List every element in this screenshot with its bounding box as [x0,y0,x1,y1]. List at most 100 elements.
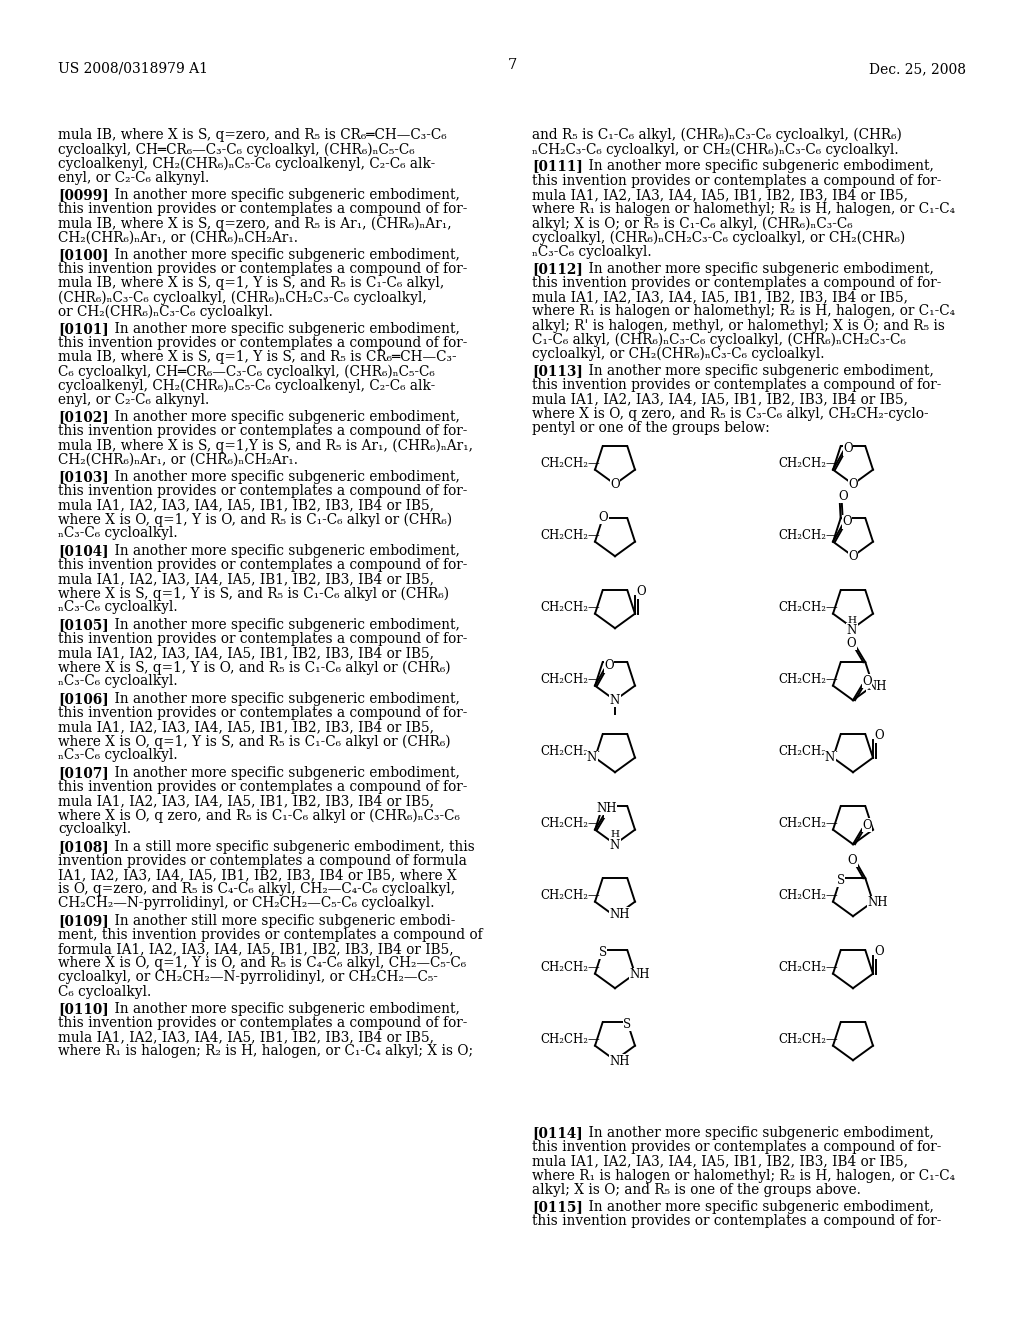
Text: this invention provides or contemplates a compound of for-: this invention provides or contemplates … [58,632,467,645]
Text: cycloalkyl, or CH₂CH₂—N-pyrrolidinyl, or CH₂CH₂—C₅-: cycloalkyl, or CH₂CH₂—N-pyrrolidinyl, or… [58,970,438,985]
Text: CH₂CH₂—: CH₂CH₂— [540,601,600,614]
Text: O: O [839,490,849,503]
Text: CH₂CH₂—: CH₂CH₂— [540,529,600,541]
Text: or CH₂(CHR₆)ₙC₃-C₆ cycloalkyl.: or CH₂(CHR₆)ₙC₃-C₆ cycloalkyl. [58,305,272,319]
Text: In another more specific subgeneric embodiment,: In another more specific subgeneric embo… [571,261,934,276]
Text: mula IB, where X is S, q=1, Y is S, and R₅ is CR₆═CH—C₃-: mula IB, where X is S, q=1, Y is S, and … [58,350,457,364]
Text: mula IA1, IA2, IA3, IA4, IA5, IB1, IB2, IB3, IB4 or IB5,: mula IA1, IA2, IA3, IA4, IA5, IB1, IB2, … [532,290,908,304]
Text: where R₁ is halogen or halomethyl; R₂ is H, halogen, or C₁-C₄: where R₁ is halogen or halomethyl; R₂ is… [532,202,955,216]
Text: where X is O, q zero, and R₅ is C₃-C₆ alkyl, CH₂CH₂-cyclo-: where X is O, q zero, and R₅ is C₃-C₆ al… [532,407,929,421]
Text: CH₂CH₂—: CH₂CH₂— [540,1032,600,1045]
Text: this invention provides or contemplates a compound of for-: this invention provides or contemplates … [58,424,467,438]
Text: formula IA1, IA2, IA3, IA4, IA5, IB1, IB2, IB3, IB4 or IB5,: formula IA1, IA2, IA3, IA4, IA5, IB1, IB… [58,942,454,956]
Text: CH₂CH₂—: CH₂CH₂— [778,601,838,614]
Text: CH₂CH₂—: CH₂CH₂— [540,744,600,758]
Text: ₙC₃-C₆ cycloalkyl.: ₙC₃-C₆ cycloalkyl. [532,244,651,259]
Text: mula IA1, IA2, IA3, IA4, IA5, IB1, IB2, IB3, IB4 or IB5,: mula IA1, IA2, IA3, IA4, IA5, IB1, IB2, … [532,187,908,202]
Text: CH₂CH₂—: CH₂CH₂— [778,529,838,541]
Text: alkyl; R' is halogen, methyl, or halomethyl; X is O; and R₅ is: alkyl; R' is halogen, methyl, or halomet… [532,318,945,333]
Text: ₙC₃-C₆ cycloalkyl.: ₙC₃-C₆ cycloalkyl. [58,527,177,540]
Text: and R₅ is C₁-C₆ alkyl, (CHR₆)ₙC₃-C₆ cycloalkyl, (CHR₆): and R₅ is C₁-C₆ alkyl, (CHR₆)ₙC₃-C₆ cycl… [532,128,902,143]
Text: invention provides or contemplates a compound of formula: invention provides or contemplates a com… [58,854,467,867]
Text: [0114]: [0114] [532,1126,583,1140]
Text: pentyl or one of the groups below:: pentyl or one of the groups below: [532,421,770,436]
Text: In another more specific subgeneric embodiment,: In another more specific subgeneric embo… [571,1200,934,1214]
Text: O: O [636,585,646,598]
Text: cycloalkyl, or CH₂(CHR₆)ₙC₃-C₆ cycloalkyl.: cycloalkyl, or CH₂(CHR₆)ₙC₃-C₆ cycloalky… [532,347,824,362]
Text: [0103]: [0103] [58,470,109,483]
Text: this invention provides or contemplates a compound of for-: this invention provides or contemplates … [58,261,467,276]
Text: this invention provides or contemplates a compound of for-: this invention provides or contemplates … [532,174,941,187]
Text: [0101]: [0101] [58,322,109,335]
Text: NH: NH [866,680,887,693]
Text: NH: NH [630,968,650,981]
Text: CH₂CH₂—: CH₂CH₂— [540,888,600,902]
Text: [0100]: [0100] [58,248,109,261]
Text: O: O [847,636,856,649]
Text: S: S [599,945,606,958]
Text: [0105]: [0105] [58,618,109,631]
Text: where X is O, q zero, and R₅ is C₁-C₆ alkyl or (CHR₆)ₙC₃-C₆: where X is O, q zero, and R₅ is C₁-C₆ al… [58,808,460,822]
Text: mula IA1, IA2, IA3, IA4, IA5, IB1, IB2, IB3, IB4 or IB5,: mula IA1, IA2, IA3, IA4, IA5, IB1, IB2, … [58,645,434,660]
Text: where X is S, q=1, Y is S, and R₅ is C₁-C₆ alkyl or (CHR₆): where X is S, q=1, Y is S, and R₅ is C₁-… [58,586,450,601]
Text: O: O [848,854,857,867]
Text: CH₂CH₂—: CH₂CH₂— [540,817,600,830]
Text: [0099]: [0099] [58,187,109,202]
Text: O: O [599,511,608,524]
Text: NH: NH [609,1055,630,1068]
Text: O: O [848,549,858,562]
Text: CH₂CH₂—: CH₂CH₂— [778,888,838,902]
Text: In a still more specific subgeneric embodiment, this: In a still more specific subgeneric embo… [97,840,475,854]
Text: In another more specific subgeneric embodiment,: In another more specific subgeneric embo… [97,248,460,261]
Text: mula IA1, IA2, IA3, IA4, IA5, IB1, IB2, IB3, IB4 or IB5,: mula IA1, IA2, IA3, IA4, IA5, IB1, IB2, … [58,719,434,734]
Text: cycloalkenyl, CH₂(CHR₆)ₙC₅-C₆ cycloalkenyl, C₂-C₆ alk-: cycloalkenyl, CH₂(CHR₆)ₙC₅-C₆ cycloalken… [58,379,435,393]
Text: In another still more specific subgeneric embodi-: In another still more specific subgeneri… [97,913,456,928]
Text: CH₂(CHR₆)ₙAr₁, or (CHR₆)ₙCH₂Ar₁.: CH₂(CHR₆)ₙAr₁, or (CHR₆)ₙCH₂Ar₁. [58,231,298,244]
Text: In another more specific subgeneric embodiment,: In another more specific subgeneric embo… [97,618,460,631]
Text: In another more specific subgeneric embodiment,: In another more specific subgeneric embo… [571,364,934,379]
Text: [0106]: [0106] [58,692,109,706]
Text: where X is O, q=1, Y is O, and R₅ is C₁-C₆ alkyl or (CHR₆): where X is O, q=1, Y is O, and R₅ is C₁-… [58,512,453,527]
Text: In another more specific subgeneric embodiment,: In another more specific subgeneric embo… [97,1002,460,1016]
Text: 7: 7 [507,58,517,73]
Text: N: N [825,751,836,764]
Text: where X is O, q=1, Y is O, and R₅ is C₄-C₆ alkyl, CH₂—C₅-C₆: where X is O, q=1, Y is O, and R₅ is C₄-… [58,956,466,970]
Text: mula IB, where X is S, q=1,Y is S, and R₅ is Ar₁, (CHR₆)ₙAr₁,: mula IB, where X is S, q=1,Y is S, and R… [58,438,473,453]
Text: S: S [837,874,845,887]
Text: CH₂CH₂—: CH₂CH₂— [778,457,838,470]
Text: In another more specific subgeneric embodiment,: In another more specific subgeneric embo… [97,187,460,202]
Text: In another more specific subgeneric embodiment,: In another more specific subgeneric embo… [97,692,460,706]
Text: H: H [848,615,856,624]
Text: In another more specific subgeneric embodiment,: In another more specific subgeneric embo… [97,544,460,557]
Text: [0102]: [0102] [58,409,109,424]
Text: where X is S, q=1, Y is O, and R₅ is C₁-C₆ alkyl or (CHR₆): where X is S, q=1, Y is O, and R₅ is C₁-… [58,660,451,675]
Text: this invention provides or contemplates a compound of for-: this invention provides or contemplates … [532,276,941,290]
Text: O: O [862,818,871,832]
Text: O: O [610,478,620,491]
Text: mula IB, where X is S, q=zero, and R₅ is Ar₁, (CHR₆)ₙAr₁,: mula IB, where X is S, q=zero, and R₅ is… [58,216,452,231]
Text: CH₂CH₂—: CH₂CH₂— [540,961,600,974]
Text: this invention provides or contemplates a compound of for-: this invention provides or contemplates … [58,558,467,572]
Text: where R₁ is halogen; R₂ is H, halogen, or C₁-C₄ alkyl; X is O;: where R₁ is halogen; R₂ is H, halogen, o… [58,1044,473,1059]
Text: S: S [624,1018,632,1031]
Text: In another more specific subgeneric embodiment,: In another more specific subgeneric embo… [97,766,460,780]
Text: cycloalkyl, (CHR₆)ₙCH₂C₃-C₆ cycloalkyl, or CH₂(CHR₆): cycloalkyl, (CHR₆)ₙCH₂C₃-C₆ cycloalkyl, … [532,231,905,244]
Text: CH₂CH₂—: CH₂CH₂— [778,744,838,758]
Text: N: N [847,623,857,636]
Text: this invention provides or contemplates a compound of for-: this invention provides or contemplates … [58,202,467,216]
Text: O: O [604,804,613,817]
Text: is O, q=zero, and R₅ is C₄-C₆ alkyl, CH₂—C₄-C₆ cycloalkyl,: is O, q=zero, and R₅ is C₄-C₆ alkyl, CH₂… [58,882,455,896]
Text: Dec. 25, 2008: Dec. 25, 2008 [869,62,966,77]
Text: alkyl; X is O; or R₅ is C₁-C₆ alkyl, (CHR₆)ₙC₃-C₆: alkyl; X is O; or R₅ is C₁-C₆ alkyl, (CH… [532,216,853,231]
Text: (CHR₆)ₙC₃-C₆ cycloalkyl, (CHR₆)ₙCH₂C₃-C₆ cycloalkyl,: (CHR₆)ₙC₃-C₆ cycloalkyl, (CHR₆)ₙCH₂C₃-C₆… [58,290,427,305]
Text: In another more specific subgeneric embodiment,: In another more specific subgeneric embo… [97,322,460,335]
Text: CH₂CH₂—: CH₂CH₂— [778,1032,838,1045]
Text: this invention provides or contemplates a compound of for-: this invention provides or contemplates … [58,780,467,793]
Text: [0108]: [0108] [58,840,109,854]
Text: In another more specific subgeneric embodiment,: In another more specific subgeneric embo… [97,409,460,424]
Text: [0107]: [0107] [58,766,109,780]
Text: mula IA1, IA2, IA3, IA4, IA5, IB1, IB2, IB3, IB4 or IB5,: mula IA1, IA2, IA3, IA4, IA5, IB1, IB2, … [58,795,434,808]
Text: O: O [848,478,858,491]
Text: US 2008/0318979 A1: US 2008/0318979 A1 [58,62,208,77]
Text: enyl, or C₂-C₆ alkynyl.: enyl, or C₂-C₆ alkynyl. [58,170,209,185]
